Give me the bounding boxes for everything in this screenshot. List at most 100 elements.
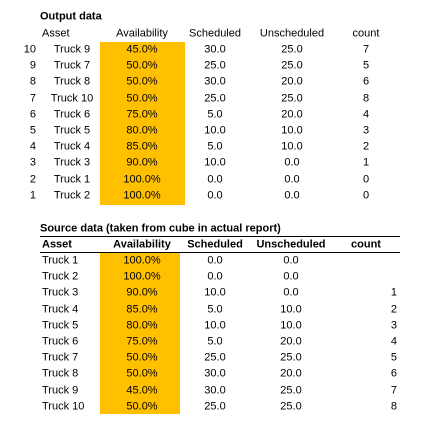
cell: 25.0 — [204, 400, 226, 413]
cell: Truck 1 — [42, 254, 79, 267]
cell: 85.0% — [126, 303, 158, 316]
cell: Truck 8 — [42, 367, 79, 380]
cell: 1 — [362, 156, 370, 169]
cell: 100.0% — [123, 270, 161, 283]
cell: 50.0% — [126, 59, 158, 72]
cell: 0.0 — [283, 286, 299, 299]
cell: 30.0 — [204, 43, 226, 56]
cell: 10.0 — [204, 286, 226, 299]
cell: Truck 9 — [42, 384, 79, 397]
row-number: 4 — [29, 140, 36, 153]
cell: 50.0% — [126, 75, 158, 88]
cell: 8 — [390, 400, 397, 413]
column-header: Asset — [42, 27, 70, 40]
cell: 80.0% — [126, 319, 158, 332]
cell: 20.0 — [280, 335, 302, 348]
cell: 0 — [362, 189, 370, 202]
row-number: 9 — [29, 59, 36, 72]
cell: Truck 6 — [53, 108, 91, 121]
cell: 25.0 — [280, 400, 302, 413]
cell: 75.0% — [126, 108, 158, 121]
cell: Truck 5 — [42, 319, 79, 332]
table-title: Output data — [40, 10, 102, 23]
cell: 7 — [362, 43, 370, 56]
cell: 4 — [390, 335, 397, 348]
column-header: Availability — [116, 27, 168, 40]
cell: 10.0 — [204, 124, 226, 137]
cell: 30.0 — [204, 384, 226, 397]
cell: 5.0 — [207, 303, 223, 316]
row-number: 6 — [29, 108, 36, 121]
cell: 100.0% — [123, 173, 161, 186]
cell: 20.0 — [280, 367, 302, 380]
column-header: Scheduled — [189, 27, 241, 40]
cell: 10.0 — [281, 124, 303, 137]
cell: 85.0% — [126, 140, 158, 153]
cell: Truck 5 — [53, 124, 91, 137]
cell: 100.0% — [123, 254, 161, 267]
cell: 5.0 — [207, 335, 223, 348]
cell: Truck 4 — [53, 140, 91, 153]
cell: 2 — [390, 303, 397, 316]
cell: Truck 3 — [53, 156, 91, 169]
cell: Truck 2 — [42, 270, 79, 283]
header-rule — [40, 252, 400, 253]
cell: 75.0% — [126, 335, 158, 348]
cell: 10.0 — [204, 319, 226, 332]
cell: 0.0 — [283, 270, 299, 283]
cell: Truck 6 — [42, 335, 79, 348]
cell: 3 — [390, 319, 397, 332]
cell: 90.0% — [126, 156, 158, 169]
column-header: Unscheduled — [259, 27, 325, 40]
cell: 25.0 — [204, 351, 226, 364]
row-number: 7 — [29, 92, 36, 105]
header-rule — [40, 236, 400, 237]
cell: 0.0 — [284, 189, 300, 202]
column-header: Asset — [42, 238, 72, 251]
cell: 80.0% — [126, 124, 158, 137]
cell: 30.0 — [204, 367, 226, 380]
cell: 10.0 — [281, 140, 303, 153]
availability-highlight — [100, 253, 180, 414]
cell: 5.0 — [207, 140, 223, 153]
cell: 50.0% — [126, 400, 158, 413]
cell: 30.0 — [204, 75, 226, 88]
cell: 8 — [362, 92, 370, 105]
cell: 10.0 — [204, 156, 226, 169]
cell: 3 — [362, 124, 370, 137]
cell: 0.0 — [284, 173, 300, 186]
cell: Truck 10 — [42, 400, 85, 413]
row-number: 10 — [23, 43, 36, 56]
cell: 6 — [362, 75, 370, 88]
cell: 25.0 — [280, 351, 302, 364]
cell: Truck 7 — [42, 351, 79, 364]
cell: 1 — [390, 286, 397, 299]
cell: 6 — [390, 367, 397, 380]
row-number: 5 — [29, 124, 36, 137]
cell: 4 — [362, 108, 370, 121]
cell: 45.0% — [126, 43, 158, 56]
cell: Truck 9 — [53, 43, 91, 56]
cell: 7 — [390, 384, 397, 397]
availability-highlight — [100, 42, 185, 205]
row-number: 2 — [29, 173, 36, 186]
cell: 0.0 — [207, 254, 223, 267]
column-header: Scheduled — [187, 238, 243, 251]
cell: 0.0 — [207, 270, 223, 283]
cell: 5 — [390, 351, 397, 364]
cell: 5 — [362, 59, 370, 72]
cell: Truck 1 — [53, 173, 91, 186]
cell: 25.0 — [281, 92, 303, 105]
cell: 25.0 — [204, 92, 226, 105]
cell: 50.0% — [126, 351, 158, 364]
cell: 0.0 — [207, 173, 223, 186]
row-number: 3 — [29, 156, 36, 169]
cell: 20.0 — [281, 75, 303, 88]
cell: 90.0% — [126, 286, 158, 299]
cell: 0.0 — [207, 189, 223, 202]
cell: 0.0 — [284, 156, 300, 169]
cell: Truck 3 — [42, 286, 79, 299]
table-title: Source data (taken from cube in actual r… — [40, 222, 281, 235]
cell: 25.0 — [281, 43, 303, 56]
